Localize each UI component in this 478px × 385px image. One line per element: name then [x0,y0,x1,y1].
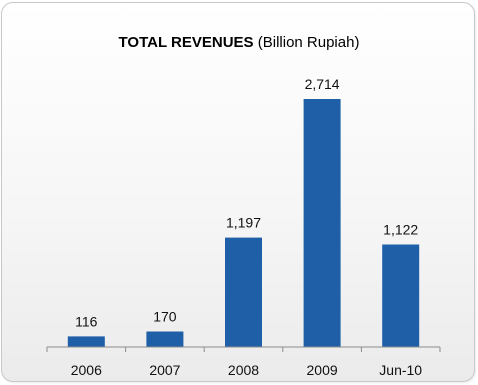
value-label-2006: 116 [75,313,98,329]
category-label-jun-10: Jun-10 [379,362,422,378]
category-label-2006: 2006 [71,362,102,378]
bar-jun-10 [382,244,420,347]
bar-2007 [146,331,184,347]
chart-title-main: TOTAL REVENUES [118,34,254,51]
value-label-2007: 170 [153,309,177,325]
bar-2006 [67,336,105,347]
value-label-2009: 2,714 [305,76,340,92]
category-label-2007: 2007 [149,362,180,378]
chart-title: TOTAL REVENUES (Billion Rupiah) [0,34,478,51]
category-label-2009: 2009 [307,362,338,378]
value-label-2008: 1,197 [226,215,261,231]
value-label-jun-10: 1,122 [383,222,418,238]
category-label-2008: 2008 [228,362,259,378]
chart-subtitle: (Billion Rupiah) [257,34,360,51]
bar-2009 [303,99,341,347]
bar-2008 [225,237,262,347]
